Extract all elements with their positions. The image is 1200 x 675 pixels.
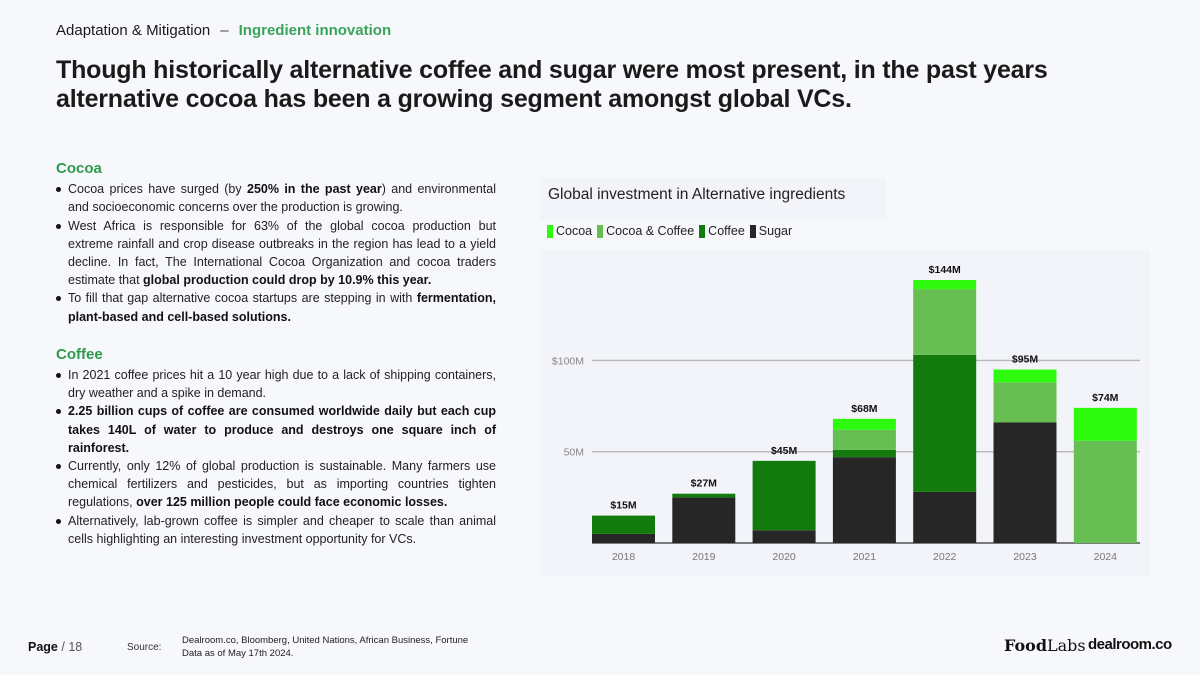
breadcrumb: Adaptation & Mitigation – Ingredient innov… — [56, 22, 391, 39]
dealroom-logo: dealroom.co — [1088, 636, 1172, 653]
breadcrumb-separator: – — [220, 22, 229, 39]
legend-item-coffee: Coffee — [699, 224, 745, 238]
cocoa-section-title: Cocoa — [56, 160, 102, 177]
list-item: West Africa is responsible for 63% of th… — [56, 217, 496, 290]
breadcrumb-subsection: Ingredient innovation — [238, 22, 392, 39]
legend-swatch — [547, 224, 553, 238]
bar-segment-sugar-2023 — [993, 422, 1057, 543]
bar-segment-sugar-2021 — [832, 457, 896, 543]
x-tick-label: 2024 — [1094, 551, 1118, 563]
chart-area: 50M $100M $15M 2018 $27M 2019 $45M 2020 $68M 2021… — [540, 250, 1150, 576]
bar-segment-sugar-2018 — [592, 533, 655, 543]
data-label-total-2022: $144M — [929, 264, 961, 276]
bar-segment-coffee-2019 — [672, 493, 736, 498]
bar-segment-sugar-2019 — [672, 497, 736, 543]
bar-segment-coffee-2020 — [752, 460, 816, 531]
list-item: Currently, only 12% of global production… — [56, 457, 496, 512]
page-title: Though historically alternative coffee a… — [56, 56, 1048, 113]
bar-segment-coffee-2022 — [913, 354, 977, 492]
y-tick-label: $100M — [552, 355, 584, 367]
bar-segment-sugar-2022 — [913, 491, 977, 543]
coffee-bullet-list: In 2021 coffee prices hit a 10 year high… — [56, 366, 496, 548]
chart-title: Global investment in Alternative ingredi… — [540, 178, 886, 220]
list-item: To fill that gap alternative cocoa start… — [56, 289, 496, 325]
chart-legend: Cocoa Cocoa & Coffee Coffee Sugar — [547, 224, 792, 238]
bar-segment-cocoa-coffee-2023 — [993, 382, 1057, 423]
breadcrumb-section: Adaptation & Mitigation — [56, 22, 211, 39]
bar-segment-sugar-2020 — [752, 530, 816, 543]
data-label-total-2023: $95M — [1012, 354, 1039, 366]
legend-item-cocoa-coffee: Cocoa & Coffee — [597, 224, 694, 238]
source-text: Dealroom.co, Bloomberg, United Nations, … — [182, 635, 469, 659]
x-tick-label: 2021 — [853, 551, 877, 563]
y-tick-label: 50M — [564, 447, 584, 459]
bar-segment-cocoa-coffee-2022 — [913, 289, 977, 355]
x-tick-label: 2023 — [1013, 551, 1037, 563]
bar-segment-coffee-2018 — [592, 515, 655, 534]
coffee-section-title: Coffee — [56, 345, 103, 363]
bar-segment-cocoa-2023 — [993, 369, 1057, 383]
bar-segment-cocoa-coffee-2024 — [1073, 440, 1137, 543]
data-label-total-2019: $27M — [691, 478, 718, 490]
legend-swatch — [699, 224, 706, 238]
bar-segment-cocoa-2024 — [1073, 407, 1137, 441]
legend-swatch — [597, 224, 604, 238]
bar-segment-cocoa-2021 — [832, 418, 896, 430]
x-tick-label: 2018 — [612, 551, 636, 563]
list-item: In 2021 coffee prices hit a 10 year high… — [56, 366, 496, 402]
legend-swatch — [749, 224, 756, 238]
data-label-total-2024: $74M — [1092, 392, 1119, 404]
page-number: Page / 18 — [28, 640, 83, 654]
cocoa-bullet-list: Cocoa prices have surged (by 250% in the… — [56, 180, 496, 326]
list-item: Cocoa prices have surged (by 250% in the… — [56, 180, 496, 216]
x-tick-label: 2020 — [772, 551, 796, 563]
legend-item-cocoa: Cocoa — [547, 224, 592, 238]
list-item: 2.25 billion cups of coffee are consumed… — [56, 402, 496, 457]
legend-item-sugar: Sugar — [749, 224, 792, 238]
data-label-total-2020: $45M — [771, 445, 798, 457]
stacked-bar-chart: 50M $100M $15M 2018 $27M 2019 $45M 2020 $68M 2021… — [552, 264, 1140, 563]
bar-segment-cocoa-coffee-2021 — [832, 429, 896, 450]
x-tick-label: 2022 — [933, 551, 957, 563]
data-label-total-2018: $15M — [610, 500, 637, 512]
text-column: Cocoa Cocoa prices have surged (by 250% … — [56, 160, 496, 548]
bar-segment-coffee-2021 — [832, 449, 896, 458]
bar-segment-cocoa-2022 — [913, 280, 977, 290]
source-label: Source: — [127, 642, 162, 653]
x-tick-label: 2019 — [692, 551, 716, 563]
list-item: Alternatively, lab-grown coffee is simpl… — [56, 512, 496, 548]
foodlabs-logo: FoodLabs — [1004, 636, 1086, 655]
data-label-total-2021: $68M — [851, 403, 878, 415]
